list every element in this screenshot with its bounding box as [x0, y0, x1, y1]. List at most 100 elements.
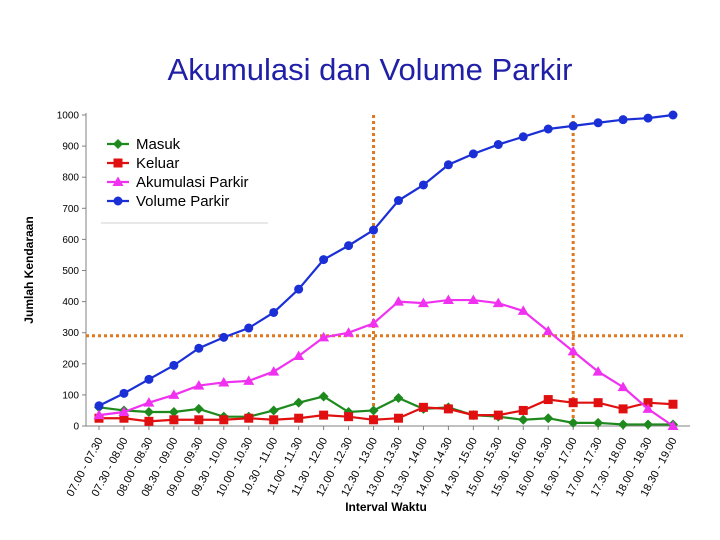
- data-point-akumulasi-parkir: [193, 380, 205, 390]
- data-point-keluar: [543, 395, 553, 405]
- legend: Masuk Keluar Akumulasi Parkir Volume Parkir: [101, 130, 268, 224]
- data-point-akumulasi-parkir: [168, 389, 180, 399]
- data-point-akumulasi-parkir: [417, 297, 429, 308]
- data-point-volume-parkir: [643, 113, 653, 123]
- y-tick-label: 500: [62, 266, 79, 277]
- data-point-masuk: [268, 405, 279, 416]
- data-point-masuk: [193, 403, 204, 414]
- data-point-volume-parkir: [518, 132, 528, 142]
- y-tick-label: 700: [62, 204, 79, 215]
- data-point-masuk: [543, 413, 554, 424]
- data-point-akumulasi-parkir: [118, 406, 130, 417]
- data-point-akumulasi-parkir: [392, 296, 404, 306]
- data-point-volume-parkir: [319, 255, 329, 265]
- data-point-keluar: [169, 415, 179, 425]
- data-point-akumulasi-parkir: [143, 397, 155, 407]
- legend-marker-volume-parkir: [113, 196, 123, 206]
- data-point-masuk: [318, 391, 329, 402]
- data-point-volume-parkir: [543, 124, 553, 134]
- data-point-akumulasi-parkir: [542, 325, 554, 336]
- data-point-keluar: [269, 415, 279, 425]
- data-point-akumulasi-parkir: [567, 345, 579, 356]
- data-point-akumulasi-parkir: [218, 376, 230, 387]
- data-point-volume-parkir: [593, 118, 603, 128]
- data-point-keluar: [219, 415, 229, 425]
- data-point-volume-parkir: [119, 388, 129, 398]
- data-point-akumulasi-parkir: [617, 381, 629, 392]
- legend-label-keluar: Keluar: [136, 155, 179, 172]
- data-point-keluar: [144, 416, 154, 426]
- data-point-keluar: [518, 405, 528, 415]
- data-point-akumulasi-parkir: [642, 403, 654, 413]
- data-point-masuk: [393, 393, 404, 404]
- legend-label-masuk: Masuk: [136, 136, 181, 153]
- data-point-volume-parkir: [244, 323, 254, 333]
- data-point-keluar: [294, 413, 304, 423]
- data-point-akumulasi-parkir: [343, 327, 355, 337]
- data-point-masuk: [168, 407, 179, 418]
- y-tick-label: 300: [62, 328, 79, 339]
- y-tick-label: 100: [62, 390, 79, 401]
- data-point-akumulasi-parkir: [517, 305, 529, 315]
- data-point-keluar: [618, 404, 628, 414]
- data-point-keluar: [119, 413, 129, 423]
- data-point-volume-parkir: [144, 374, 154, 384]
- y-tick-label: 0: [73, 422, 79, 433]
- data-point-volume-parkir: [294, 284, 304, 294]
- data-point-volume-parkir: [219, 332, 229, 342]
- data-point-masuk: [618, 419, 629, 430]
- data-point-volume-parkir: [568, 121, 578, 131]
- data-point-keluar: [593, 398, 603, 408]
- data-point-masuk: [143, 407, 154, 418]
- data-point-volume-parkir: [194, 343, 204, 353]
- data-point-volume-parkir: [94, 401, 104, 411]
- legend-label-akumulasi-parkir: Akumulasi Parkir: [136, 174, 249, 191]
- data-point-keluar: [493, 410, 503, 420]
- data-point-masuk: [518, 414, 529, 425]
- data-point-volume-parkir: [493, 140, 503, 150]
- data-point-keluar: [244, 413, 254, 423]
- data-point-akumulasi-parkir: [467, 294, 479, 305]
- y-axis-label: Jumlah Kendaraan: [22, 216, 36, 323]
- legend-box: [101, 130, 268, 223]
- data-point-volume-parkir: [269, 307, 279, 317]
- data-point-keluar: [418, 402, 428, 412]
- data-point-akumulasi-parkir: [318, 331, 330, 342]
- data-point-keluar: [344, 412, 354, 422]
- data-point-akumulasi-parkir: [442, 294, 454, 305]
- data-point-keluar: [443, 404, 453, 414]
- data-point-volume-parkir: [369, 225, 379, 235]
- data-point-keluar: [393, 413, 403, 423]
- data-point-akumulasi-parkir: [492, 297, 504, 308]
- chart-title: Akumulasi dan Volume Parkir: [168, 52, 573, 87]
- data-point-akumulasi-parkir: [368, 317, 380, 328]
- y-tick-label: 800: [62, 173, 79, 184]
- data-point-masuk: [593, 417, 604, 428]
- data-point-volume-parkir: [344, 241, 354, 251]
- data-point-akumulasi-parkir: [667, 420, 679, 430]
- data-point-akumulasi-parkir: [268, 366, 280, 376]
- data-point-volume-parkir: [618, 115, 628, 125]
- data-point-volume-parkir: [668, 110, 678, 120]
- data-point-akumulasi-parkir: [93, 409, 105, 420]
- data-point-keluar: [319, 410, 329, 420]
- y-tick-label: 200: [62, 359, 79, 370]
- data-point-keluar: [643, 398, 653, 408]
- legend-marker-masuk: [113, 139, 123, 149]
- data-point-keluar: [568, 398, 578, 408]
- data-point-masuk: [368, 405, 379, 416]
- legend-marker-akumulasi-parkir: [112, 176, 124, 186]
- data-point-volume-parkir: [468, 149, 478, 159]
- data-point-volume-parkir: [443, 160, 453, 170]
- y-tick-label: 400: [62, 297, 79, 308]
- x-axis-label: Interval Waktu: [345, 500, 427, 514]
- data-point-akumulasi-parkir: [592, 366, 604, 376]
- legend-label-volume-parkir: Volume Parkir: [136, 193, 229, 210]
- data-point-akumulasi-parkir: [293, 350, 305, 361]
- y-tick-label: 1000: [57, 111, 80, 122]
- data-point-masuk: [643, 419, 654, 430]
- y-tick-label: 900: [62, 142, 79, 153]
- data-point-volume-parkir: [418, 180, 428, 190]
- data-point-keluar: [468, 410, 478, 420]
